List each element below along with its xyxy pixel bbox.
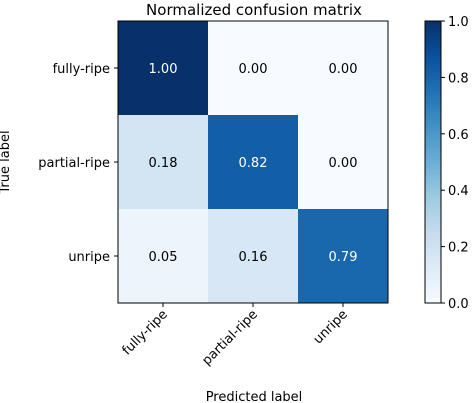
heatmap-cell: [118, 21, 209, 116]
heatmap-cell: [298, 209, 389, 304]
cell-value-label: 0.79: [329, 250, 358, 265]
colorbar-tick-label: 0.6: [448, 128, 469, 143]
heatmap-cell: [208, 115, 299, 210]
x-tick-label: unripe: [311, 307, 351, 347]
y-tick-label: partial-ripe: [38, 156, 110, 171]
x-tick-group: fully-ripe partial-ripe unripe: [120, 303, 351, 369]
cell-value-label: 0.00: [329, 156, 358, 171]
cell-value-label: 0.16: [239, 250, 268, 265]
cell-value-label: 0.00: [239, 62, 268, 77]
chart-title: Normalized confusion matrix: [146, 1, 362, 19]
heatmap-cell: [208, 21, 299, 116]
colorbar-tick-label: 0.4: [448, 184, 469, 199]
heatmap-value-labels: 1.00 0.00 0.00 0.18 0.82 0.00 0.05 0.16 0.79: [149, 62, 358, 265]
cell-value-label: 0.82: [239, 156, 268, 171]
y-tick-group: fully-ripe partial-ripe unripe: [38, 62, 118, 265]
x-tick-label: partial-ripe: [199, 307, 260, 368]
cell-value-label: 0.05: [149, 250, 178, 265]
colorbar-tick-label: 1.0: [448, 15, 469, 30]
heatmap-cell: [298, 115, 389, 210]
heatmap-cell: [118, 209, 209, 304]
colorbar: [424, 20, 442, 304]
colorbar-tick-label: 0.8: [448, 71, 469, 86]
y-axis-label: True label: [0, 130, 13, 194]
heatmap-cell: [298, 21, 389, 116]
x-axis-label: Predicted label: [206, 390, 303, 403]
cell-value-label: 1.00: [149, 62, 178, 77]
y-tick-label: fully-ripe: [53, 62, 110, 77]
heatmap-cell: [208, 209, 299, 304]
x-tick-label: fully-ripe: [120, 307, 171, 358]
colorbar-tick-label: 0.2: [448, 241, 469, 256]
colorbar-tick-label: 0.0: [448, 297, 469, 312]
y-tick-label: unripe: [68, 250, 110, 265]
heatmap-cell: [118, 115, 209, 210]
cell-value-label: 0.00: [329, 62, 358, 77]
colorbar-ticks: 0.0 0.2 0.4 0.6 0.8 1.0: [441, 15, 469, 312]
heatmap-cells: [118, 21, 389, 304]
cell-value-label: 0.18: [149, 156, 178, 171]
